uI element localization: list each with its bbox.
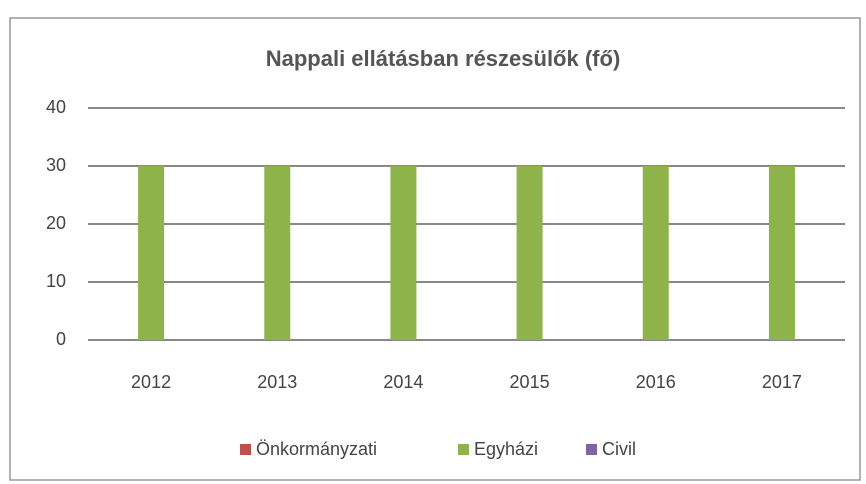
bar	[642, 166, 669, 340]
x-tick-label: 2013	[257, 372, 297, 392]
y-tick-label: 40	[46, 97, 66, 117]
legend-label: Egyházi	[474, 439, 538, 459]
bar	[516, 166, 543, 340]
y-tick-label: 0	[56, 329, 66, 349]
y-tick-label: 30	[46, 155, 66, 175]
x-tick-label: 2012	[131, 372, 171, 392]
legend-label: Civil	[602, 439, 636, 459]
y-tick-label: 20	[46, 213, 66, 233]
x-tick-label: 2016	[636, 372, 676, 392]
x-tick-label: 2015	[510, 372, 550, 392]
bar	[264, 166, 291, 340]
bar	[768, 166, 795, 340]
legend-swatch	[240, 444, 251, 455]
x-tick-label: 2014	[383, 372, 423, 392]
y-tick-label: 10	[46, 271, 66, 291]
chart-frame	[9, 17, 861, 481]
legend-label: Önkormányzati	[256, 439, 377, 459]
legend-swatch	[586, 444, 597, 455]
legend-swatch	[458, 444, 469, 455]
x-tick-label: 2017	[762, 372, 802, 392]
chart-title: Nappali ellátásban részesülők (fő)	[266, 46, 621, 71]
bar	[390, 166, 417, 340]
bar	[138, 166, 165, 340]
